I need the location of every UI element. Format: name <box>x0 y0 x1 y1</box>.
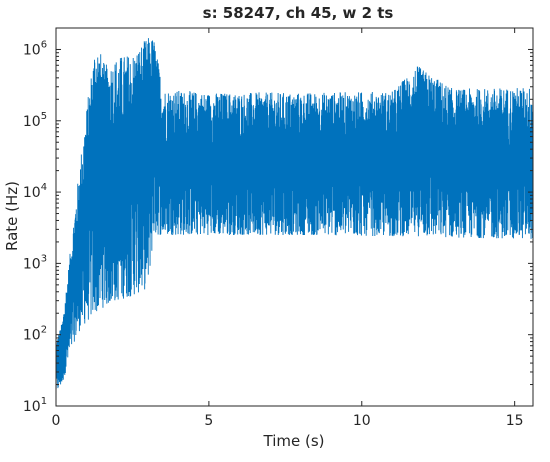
y-tick-label: 104 <box>23 182 47 201</box>
y-tick-label: 101 <box>23 396 47 415</box>
y-tick-label: 103 <box>23 253 47 272</box>
y-axis-label: Rate (Hz) <box>3 181 21 251</box>
x-tick-label: 0 <box>52 413 61 429</box>
x-axis-label: Time (s) <box>263 432 325 450</box>
y-tick-label: 102 <box>23 325 47 344</box>
series-line <box>55 38 534 389</box>
plot-area <box>55 27 534 407</box>
chart-title: s: 58247, ch 45, w 2 ts <box>203 4 394 22</box>
x-tick-label: 5 <box>204 413 213 429</box>
x-tick-label: 10 <box>353 413 371 429</box>
axes-box <box>55 27 534 407</box>
y-tick-label: 106 <box>23 39 47 58</box>
x-tick-label: 15 <box>506 413 524 429</box>
axis-ticks: 0 5 10 15 101 102 103 104 105 106 <box>23 28 533 429</box>
y-tick-label: 105 <box>23 111 47 130</box>
